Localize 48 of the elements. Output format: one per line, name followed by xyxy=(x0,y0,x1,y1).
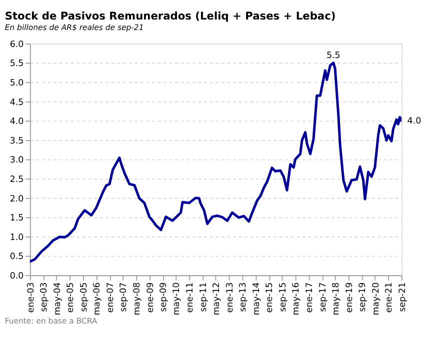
y-tick-label: 3.0 xyxy=(10,156,24,166)
y-tick-label: 2.0 xyxy=(10,194,24,204)
x-tick-label: ene-11 xyxy=(186,282,196,313)
x-tick-label: may-14 xyxy=(252,282,262,316)
chart-subtitle: En billones de AR$ reales de sep-21 xyxy=(4,22,144,32)
x-tick-label: sep-11 xyxy=(198,282,209,312)
x-tick-label: may-04 xyxy=(52,282,63,316)
y-tick-label: 0.5 xyxy=(10,252,24,262)
x-tick-label: ene-09 xyxy=(146,282,156,313)
x-tick-label: ene-03 xyxy=(26,282,36,313)
y-tick-label: 0.0 xyxy=(10,272,24,282)
x-tick-label: may-18 xyxy=(331,282,342,316)
x-tick-label: sep-05 xyxy=(79,282,90,312)
y-tick-label: 4.0 xyxy=(10,117,24,128)
y-tick-label: 5.0 xyxy=(10,78,24,88)
y-tick-label: 1.5 xyxy=(10,214,24,224)
y-tick-label: 5.5 xyxy=(10,59,24,70)
x-tick-label: ene-21 xyxy=(384,282,395,313)
y-tick-label: 6.0 xyxy=(10,40,24,50)
x-tick-label: sep-19 xyxy=(358,282,368,312)
x-tick-label: may-16 xyxy=(292,282,302,316)
x-tick-label: ene-15 xyxy=(265,282,276,313)
x-tick-label: may-10 xyxy=(172,282,182,316)
source-note: Fuente: en base a BCRA xyxy=(4,316,98,326)
x-tick-label: sep-21 xyxy=(398,282,408,312)
x-tick-label: ene-17 xyxy=(305,282,316,313)
y-tick-label: 4.5 xyxy=(10,98,24,108)
annotation: 5.5 xyxy=(326,50,340,61)
x-tick-label: sep-17 xyxy=(318,282,328,312)
annotation: 4.0 xyxy=(407,116,422,127)
x-tick-label: ene-05 xyxy=(66,282,76,313)
y-tick-label: 2.5 xyxy=(10,174,24,185)
y-tick-label: 3.5 xyxy=(10,136,24,146)
x-tick-label: may-08 xyxy=(132,282,142,316)
line-series xyxy=(30,62,402,263)
x-tick-label: sep-07 xyxy=(119,282,130,312)
x-tick-label: sep-03 xyxy=(40,282,50,312)
x-tick-label: sep-09 xyxy=(159,282,170,312)
x-tick-label: may-12 xyxy=(212,282,222,316)
x-tick-label: may-06 xyxy=(92,282,103,316)
x-tick-label: may-20 xyxy=(371,282,382,316)
x-tick-label: ene-07 xyxy=(106,282,116,313)
y-tick-label: 1.0 xyxy=(10,232,24,243)
x-tick-label: sep-13 xyxy=(238,282,249,312)
chart-title: Stock de Pasivos Remunerados (Leliq + Pases + Lebac) xyxy=(4,9,336,22)
x-tick-label: sep-15 xyxy=(278,282,288,312)
x-tick-label: ene-19 xyxy=(344,282,355,313)
x-tick-label: ene-13 xyxy=(225,282,236,313)
